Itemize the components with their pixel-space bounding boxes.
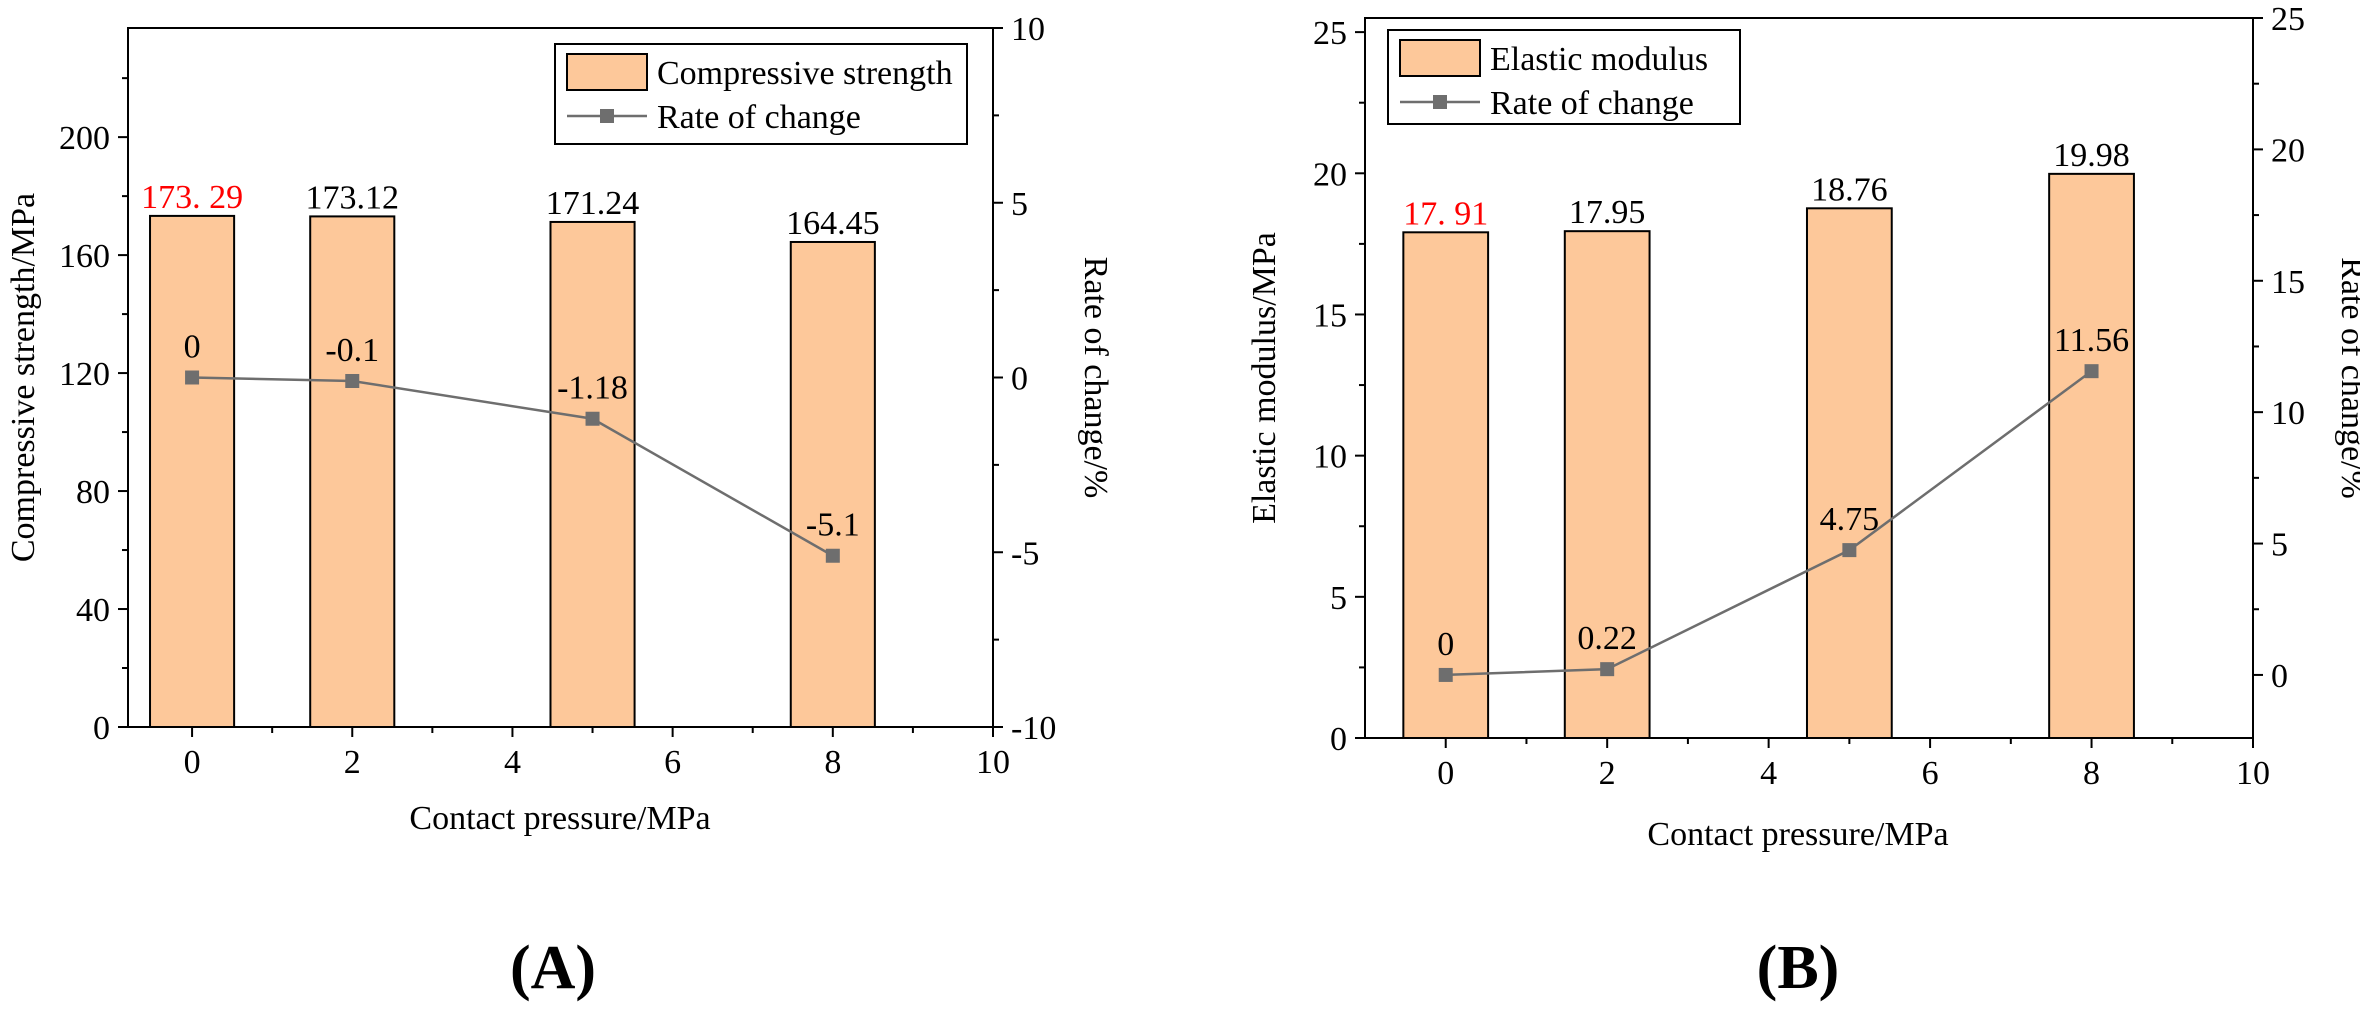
a-legend-bar-label: Compressive strength [657, 55, 953, 92]
a-x-tick-label-3: 6 [664, 744, 681, 781]
b-rate-point-1 [1600, 662, 1615, 677]
a-y2-tick-label-2: 0 [1011, 361, 1028, 398]
b-y2-tick-label-1: 5 [2271, 527, 2288, 564]
a-y-axis-title: Compressive strength/MPa [5, 193, 42, 562]
b-y-tick-label-5: 25 [1313, 15, 1347, 52]
a-rate-label-0: 0 [184, 329, 201, 366]
b-x-tick-label-0: 0 [1437, 755, 1454, 792]
a-rate-label-2: -1.18 [557, 370, 628, 407]
a-bar-label-2: 171.24 [546, 185, 640, 222]
a-x-tick-label-4: 8 [824, 744, 841, 781]
b-bar-2 [1805, 207, 1893, 739]
a-x-tick-label-0: 0 [184, 744, 201, 781]
a-y2-tick-label-4: 10 [1011, 11, 1045, 48]
b-bar-label-2: 18.76 [1811, 171, 1888, 208]
b-y-tick-label-0: 0 [1330, 721, 1347, 758]
a-rate-line [192, 376, 834, 557]
a-bar-2 [549, 220, 636, 728]
b-y-tick-label-1: 5 [1330, 580, 1347, 617]
a-y-tick-label-3: 120 [59, 356, 110, 393]
b-legend-line-label: Rate of change [1490, 85, 1694, 122]
a-legend-line-label: Rate of change [657, 99, 861, 136]
b-y2-axis-title: Rate of change/% [2334, 257, 2360, 499]
b-rate-point-2 [1842, 543, 1857, 558]
a-rate-point-3 [825, 548, 840, 563]
a-y2-axis-title: Rate of change/% [1077, 257, 1114, 499]
b-y2-tick-label-4: 20 [2271, 132, 2305, 169]
b-y2-tick-label-2: 10 [2271, 395, 2305, 432]
b-legend-bar-swatch [1399, 39, 1481, 77]
b-y2-tick-label-5: 25 [2271, 1, 2305, 38]
b-rate-point-0 [1438, 667, 1453, 682]
a-bar-label-3: 164.45 [786, 205, 880, 242]
b-bar-1 [1563, 230, 1651, 739]
a-x-tick-label-2: 4 [504, 744, 521, 781]
b-bar-label-3: 19.98 [2053, 137, 2130, 174]
a-rate-point-0 [185, 370, 200, 385]
b-y-tick-label-3: 15 [1313, 297, 1347, 334]
b-rate-point-3 [2084, 364, 2099, 379]
b-rate-label-3: 11.56 [2054, 322, 2129, 359]
a-bar-label-1: 173.12 [306, 179, 400, 216]
b-y2-tick-label-0: 0 [2271, 658, 2288, 695]
b-legend-bar-label: Elastic modulus [1490, 41, 1708, 78]
a-y-tick-label-1: 40 [76, 592, 110, 629]
b-x-tick-label-5: 10 [2236, 755, 2270, 792]
a-y-tick-label-0: 0 [93, 710, 110, 747]
a-y-tick-label-5: 200 [59, 120, 110, 157]
b-bar-3 [2048, 172, 2135, 739]
a-panel-label: (A) [510, 934, 596, 1002]
a-bar-0 [149, 214, 236, 728]
b-bar-label-0: 17. 91 [1403, 195, 1488, 232]
b-rate-line [1445, 370, 2093, 677]
b-y-axis-title: Elastic modulus/MPa [1246, 232, 1283, 524]
a-x-tick-label-5: 10 [976, 744, 1010, 781]
b-rate-label-2: 4.75 [1820, 501, 1880, 538]
a-y2-tick-label-1: -5 [1011, 535, 1039, 572]
a-x-tick-label-1: 2 [344, 744, 361, 781]
a-y-tick-label-4: 160 [59, 238, 110, 275]
b-y-tick-label-4: 20 [1313, 156, 1347, 193]
b-bar-label-1: 17.95 [1569, 194, 1646, 231]
b-x-tick-label-4: 8 [2083, 755, 2100, 792]
chart-a-compressive-strength: 173. 29 173.12 171.24 164.45 0 2 4 6 8 10 0 40 80 120… [5, 11, 1114, 1002]
a-y2-tick-label-0: -10 [1011, 710, 1056, 747]
b-x-tick-label-3: 6 [1922, 755, 1939, 792]
b-x-tick-label-1: 2 [1599, 755, 1616, 792]
chart-b-elastic-modulus: 17. 91 17.95 18.76 19.98 0 2 4 6 8 10 0 5 10 15 20 25 0 5… [1246, 1, 2360, 1002]
a-y-tick-label-2: 80 [76, 474, 110, 511]
b-rate-label-1: 0.22 [1577, 620, 1637, 657]
b-legend-line-marker [1433, 95, 1447, 109]
a-rate-point-1 [345, 373, 360, 388]
a-rate-label-3: -5.1 [806, 507, 860, 544]
a-rate-label-1: -0.1 [325, 332, 379, 369]
a-legend-bar-swatch [566, 53, 648, 91]
b-x-tick-label-2: 4 [1760, 755, 1777, 792]
b-panel-label: (B) [1757, 934, 1840, 1002]
a-legend-line-marker [600, 109, 614, 123]
a-rate-point-2 [585, 411, 600, 426]
a-bar-label-0: 173. 29 [141, 179, 243, 216]
b-y-tick-label-2: 10 [1313, 439, 1347, 476]
a-y2-tick-label-3: 5 [1011, 186, 1028, 223]
a-bar-1 [309, 215, 396, 728]
b-plot-frame [1364, 17, 2254, 739]
a-x-axis-title: Contact pressure/MPa [409, 800, 710, 837]
a-bar-3 [789, 240, 876, 728]
b-rate-label-0: 0 [1437, 626, 1454, 663]
b-x-axis-title: Contact pressure/MPa [1647, 816, 1948, 853]
b-bar-0 [1402, 231, 1490, 739]
b-y2-tick-label-3: 15 [2271, 264, 2305, 301]
